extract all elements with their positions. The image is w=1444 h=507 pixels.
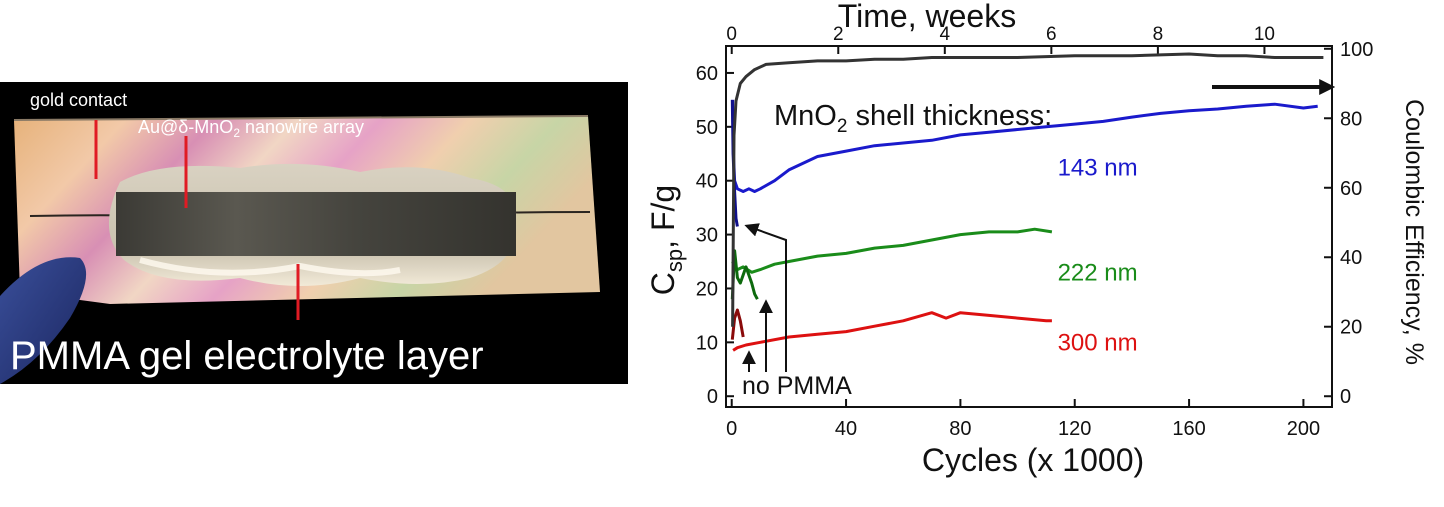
no-pmma-arrow-blue [744, 223, 787, 372]
device-photo: gold contact Au@δ-MnO2 nanowire array PM… [0, 82, 628, 384]
top-tick-label: 4 [940, 24, 951, 45]
y-tick-label: 60 [696, 63, 718, 85]
y-tick-label: 30 [696, 225, 718, 247]
shell-thickness-label: MnO2 shell thickness: [774, 100, 1052, 137]
no-pmma-label: no PMMA [742, 372, 852, 400]
nanowire-array-label: Au@δ-MnO2 nanowire array [138, 117, 364, 140]
y2-tick-label: 80 [1340, 108, 1362, 130]
y2-tick-label: 60 [1340, 178, 1362, 200]
gold-contact-label: gold contact [30, 90, 127, 110]
y2-tick-label: 40 [1340, 247, 1362, 269]
series-label: 222 nm [1058, 259, 1138, 286]
plot-frame [725, 45, 1333, 408]
series-line [731, 52, 1324, 327]
x-tick-label: 120 [1058, 418, 1091, 440]
electrolyte-layer-label: PMMA gel electrolyte layer [10, 334, 484, 378]
series-line [732, 311, 1052, 352]
top-tick-label: 6 [1046, 24, 1057, 45]
series-layer [730, 52, 1324, 352]
y-tick-label: 20 [696, 278, 718, 300]
x-tick-label: 40 [835, 418, 857, 440]
x-tick-label: 200 [1287, 418, 1320, 440]
x-axis-title: Cycles (x 1000) [922, 442, 1144, 478]
series-label: 300 nm [1058, 329, 1138, 356]
top-axis-title: Time, weeks [838, 0, 1016, 34]
series-line [731, 99, 1318, 193]
series-label: 143 nm [1058, 154, 1138, 181]
y2-tick-label: 100 [1340, 39, 1373, 61]
y2-tick-label: 0 [1340, 386, 1351, 408]
y-tick-label: 50 [696, 117, 718, 139]
x-tick-label: 160 [1172, 418, 1205, 440]
y-tick-label: 10 [696, 332, 718, 354]
x-tick-label: 0 [726, 418, 737, 440]
x-tick-label: 80 [949, 418, 971, 440]
top-tick-label: 8 [1153, 24, 1164, 45]
y2-axis-title: Coulombic Efficiency, % [1400, 99, 1428, 365]
series-line [731, 227, 1053, 274]
y-axis-title: Csp, F/g [645, 185, 687, 295]
y-tick-label: 40 [696, 171, 718, 193]
labels-layer: 143 nm 222 nm 300 nm [1058, 154, 1138, 356]
no-pmma-series-line [730, 249, 759, 300]
y-tick-label: 0 [707, 386, 718, 408]
top-tick-label: 0 [726, 24, 737, 45]
top-tick-label: 2 [833, 24, 844, 45]
y2-tick-label: 20 [1340, 317, 1362, 339]
top-tick-label: 10 [1254, 24, 1275, 45]
